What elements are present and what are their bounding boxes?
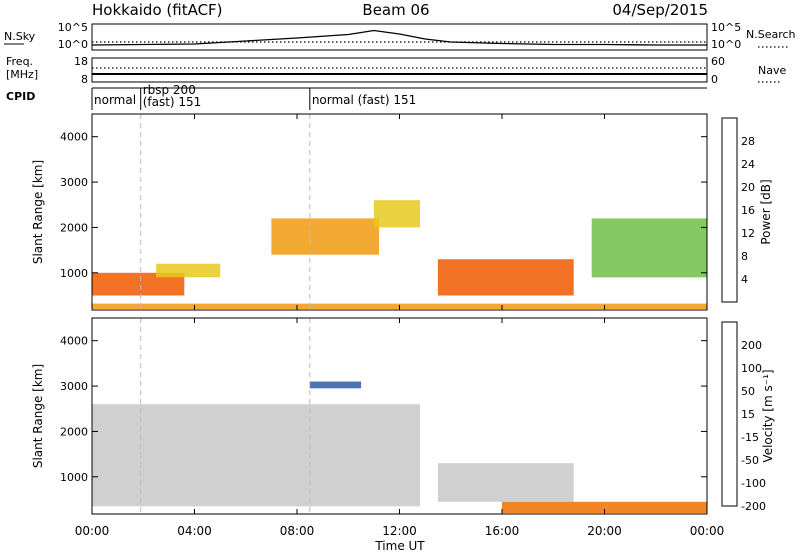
vel-colorbar-tick: -100 [741,477,766,490]
x-tick-label: 04:00 [177,524,212,538]
cpid-segment-label-2: (fast) 151 [143,95,202,109]
cpid-segment-label: normal (fast) 151 [312,93,416,107]
vel-colorbar-tick: -15 [741,431,759,444]
power-colorbar: 4 8 12 16 20 24 28 [721,117,755,303]
vel-colorbar-tick: 50 [741,385,755,398]
power-panel: 1000 2000 3000 4000 Slant Range [km] 4 8 12 16… [31,113,773,311]
noise-right-tick-top: 10^5 [711,21,741,34]
freq-tick-top: 18 [74,55,88,68]
x-tick-label: 12:00 [382,524,417,538]
power-colorbar-tick: 12 [741,227,755,240]
vel-ytick-label: 4000 [60,335,88,348]
power-colorbar-tick: 20 [741,181,755,194]
nave-tick-top: 60 [711,55,725,68]
noise-left-tick-top: 10^5 [58,21,88,34]
power-ytick-label: 1000 [60,267,88,280]
vel-ytick-label: 1000 [60,471,88,484]
freq-tick-bottom: 8 [81,73,88,86]
power-region [373,200,420,228]
power-region [92,272,185,296]
noise-left-label: N.Sky [4,30,36,43]
cpid-label: CPID [6,90,35,103]
power-region [591,218,707,278]
velocity-colorbar-label: Velocity [m s⁻¹] [761,369,775,462]
x-tick-label: 16:00 [485,524,520,538]
power-region [437,259,574,296]
cpid-segment-label: normal [94,93,136,107]
power-ytick-label: 2000 [60,221,88,234]
power-ylabel: Slant Range [km] [31,160,45,264]
x-tick-label: 00:00 [75,524,110,538]
power-ytick-label: 4000 [60,131,88,144]
velocity-colorbar: 200 100 50 15 -15 -50 -100 -200 [721,321,766,513]
vel-colorbar-tick: -50 [741,454,759,467]
vel-colorbar-tick: 100 [741,362,762,375]
noise-sky-trace [91,29,707,46]
power-ytick-label: 3000 [60,176,88,189]
beam-title: Beam 06 [362,1,429,19]
vel-region [437,463,574,502]
cpid-segment-label: rbsp 200 [143,83,196,97]
power-region [156,263,221,278]
power-colorbar-tick: 4 [741,273,748,286]
x-tick-label: 20:00 [587,524,622,538]
noise-panel: N.Sky 10^5 10^0 10^5 10^0 N.Search [4,21,796,51]
vel-colorbar-tick: 200 [741,339,762,352]
power-colorbar-tick: 28 [741,135,755,148]
x-axis-label: Time UT [374,539,425,553]
noise-right-label: N.Search [746,28,796,41]
vel-region [92,404,420,507]
noise-left-tick-bottom: 10^0 [58,38,88,51]
vel-region [309,381,362,389]
x-tick-label: 00:00 [690,524,725,538]
power-region [271,218,379,255]
vel-region [502,501,707,514]
nave-label: Nave [758,64,786,77]
freq-unit: [MHz] [6,68,38,81]
power-colorbar-label: Power [dB] [759,179,773,244]
nave-tick-bottom: 0 [711,73,718,86]
freq-panel: Freq. [MHz] 18 8 60 0 Nave [6,55,786,86]
vel-colorbar-frame [721,321,738,507]
vel-colorbar-tick: 15 [741,408,755,421]
velocity-ylabel: Slant Range [km] [31,364,45,468]
power-colorbar-tick: 8 [741,250,748,263]
freq-label: Freq. [6,55,33,68]
vel-ytick-label: 3000 [60,380,88,393]
noise-right-tick-bottom: 10^0 [711,38,741,51]
power-colorbar-tick: 24 [741,158,755,171]
cpid-panel: CPID normal rbsp 200(fast) 151 normal (fas… [6,83,707,110]
power-colorbar-tick: 16 [741,204,755,217]
vel-ytick-label: 2000 [60,425,88,438]
velocity-panel: 1000 2000 3000 4000 Slant Range [km] 200 100… [31,317,775,515]
date-title: 04/Sep/2015 [612,1,708,19]
vel-colorbar-tick: -200 [741,500,766,513]
power-colorbar-frame [721,117,738,303]
x-tick-label: 08:00 [280,524,315,538]
station-title: Hokkaido (fitACF) [92,1,223,19]
x-axis: 00:00 04:00 08:00 12:00 16:00 20:00 00:00 [75,114,725,538]
